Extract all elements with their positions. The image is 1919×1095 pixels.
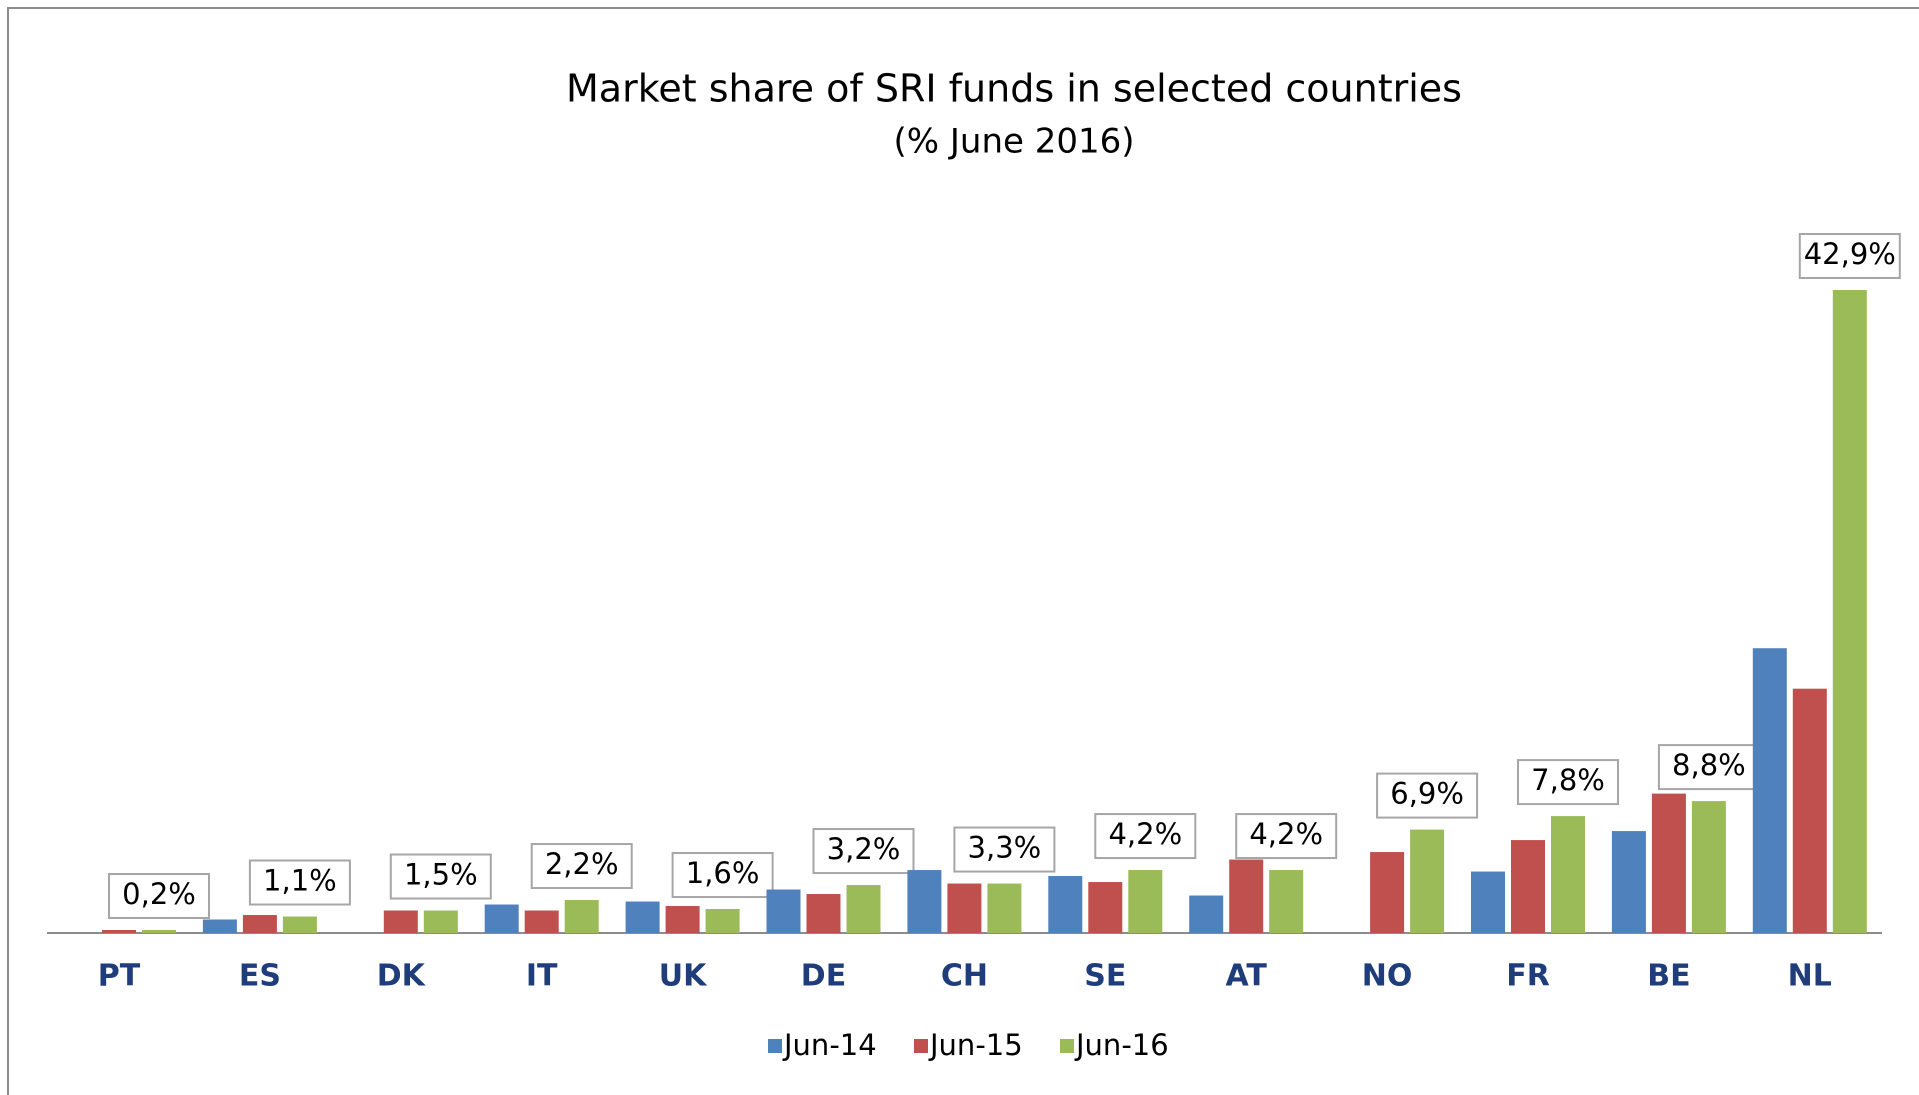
value-label-box bbox=[248, 859, 351, 906]
chart-subtitle: (% June 2016) bbox=[893, 122, 1134, 162]
bar bbox=[907, 870, 942, 933]
value-label-box bbox=[108, 873, 210, 920]
x-tick-label: DK bbox=[377, 959, 427, 994]
value-label-box bbox=[1657, 744, 1760, 791]
x-tick-label: AT bbox=[1226, 959, 1268, 994]
legend-swatch bbox=[1060, 1039, 1074, 1053]
x-tick-label: SE bbox=[1084, 959, 1126, 994]
bar bbox=[705, 909, 740, 933]
bar bbox=[766, 889, 801, 933]
value-label: 7,8% bbox=[1531, 763, 1605, 797]
bar bbox=[102, 930, 136, 933]
value-label: 8,8% bbox=[1672, 748, 1746, 782]
x-tick-label: CH bbox=[941, 959, 988, 994]
x-tick-label: NL bbox=[1788, 959, 1832, 994]
bar bbox=[564, 900, 599, 933]
x-tick-label: DE bbox=[801, 959, 846, 994]
bar bbox=[1551, 816, 1585, 933]
value-label: 3,3% bbox=[968, 831, 1042, 865]
bar bbox=[1792, 688, 1827, 933]
bar bbox=[423, 910, 458, 933]
value-label: 0,2% bbox=[122, 877, 196, 911]
bar bbox=[383, 910, 418, 933]
x-tick-label: PT bbox=[98, 959, 141, 994]
x-tick-label: ES bbox=[239, 959, 281, 994]
bar bbox=[1410, 829, 1445, 933]
value-label-box bbox=[1094, 813, 1197, 860]
x-tick-label: IT bbox=[526, 959, 558, 994]
value-label-box bbox=[1517, 759, 1619, 806]
value-label-box bbox=[389, 853, 492, 900]
bar bbox=[1471, 871, 1505, 933]
bar bbox=[806, 894, 841, 933]
legend-label: Jun-16 bbox=[1074, 1028, 1169, 1062]
bar bbox=[202, 919, 237, 933]
value-label: 4,2% bbox=[1108, 817, 1182, 851]
x-tick-label: UK bbox=[659, 959, 708, 994]
x-tick-label: BE bbox=[1647, 959, 1690, 994]
bar bbox=[1370, 852, 1405, 933]
bar bbox=[1229, 859, 1264, 933]
bar bbox=[1269, 870, 1304, 933]
chart-title: Market share of SRI funds in selected co… bbox=[566, 67, 1462, 111]
value-label: 1,6% bbox=[686, 856, 760, 890]
value-label-box bbox=[1376, 772, 1479, 819]
value-label-box bbox=[530, 843, 633, 890]
value-label-box bbox=[953, 826, 1056, 873]
value-label-box bbox=[1235, 813, 1338, 860]
legend-swatch bbox=[768, 1039, 782, 1053]
bar bbox=[1651, 793, 1686, 933]
bar bbox=[987, 883, 1022, 933]
value-label: 1,1% bbox=[263, 864, 337, 898]
value-label: 42,9% bbox=[1804, 237, 1896, 271]
bar bbox=[282, 916, 317, 933]
x-tick-label: NO bbox=[1362, 959, 1413, 994]
bar bbox=[524, 910, 559, 933]
bar bbox=[1752, 648, 1787, 933]
bar bbox=[142, 930, 176, 933]
value-label-box bbox=[671, 852, 774, 899]
bar bbox=[846, 885, 881, 933]
legend-label: Jun-14 bbox=[782, 1028, 877, 1062]
value-label: 2,2% bbox=[545, 847, 619, 881]
bar bbox=[484, 904, 519, 933]
bar bbox=[1691, 801, 1726, 933]
bar bbox=[625, 901, 660, 933]
bar bbox=[242, 915, 277, 933]
bar bbox=[1611, 831, 1646, 933]
bar bbox=[1511, 840, 1545, 933]
legend-swatch bbox=[914, 1039, 928, 1053]
bar bbox=[1189, 895, 1224, 933]
bar bbox=[1832, 290, 1867, 933]
value-label: 4,2% bbox=[1249, 817, 1323, 851]
value-label-box bbox=[812, 828, 915, 875]
value-label: 3,2% bbox=[827, 832, 901, 866]
value-label: 1,5% bbox=[404, 858, 478, 892]
value-label-box bbox=[1798, 233, 1901, 279]
value-label: 6,9% bbox=[1390, 777, 1464, 811]
bar bbox=[1128, 870, 1163, 933]
legend-label: Jun-15 bbox=[928, 1028, 1023, 1062]
bar bbox=[947, 883, 982, 933]
bar bbox=[1088, 882, 1123, 933]
bar bbox=[1048, 876, 1083, 933]
x-tick-label: FR bbox=[1506, 959, 1550, 994]
bar bbox=[665, 906, 700, 933]
